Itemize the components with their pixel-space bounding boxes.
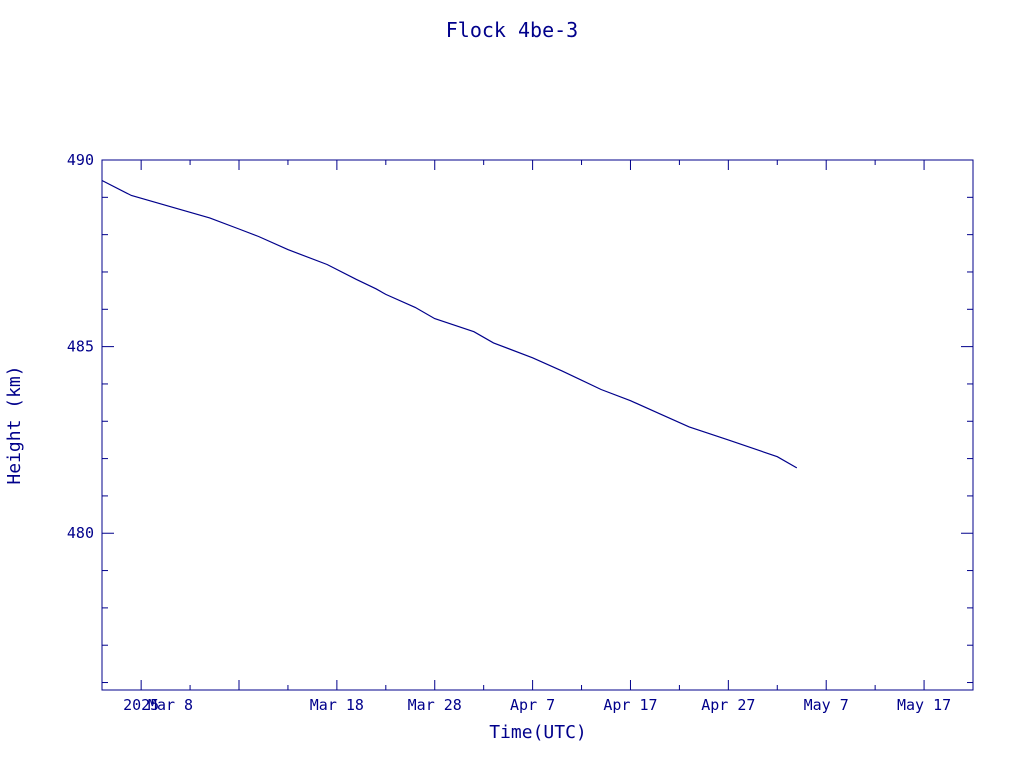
plot-frame: [101, 159, 974, 691]
x-tick-label: Apr 17: [603, 696, 657, 714]
x-tick-label: Apr 7: [510, 696, 555, 714]
y-tick-label: 490: [67, 151, 94, 169]
x-axis-label: Time(UTC): [489, 722, 587, 743]
x-tick-label: Mar 8: [148, 696, 193, 714]
height-series-line: [101, 179, 798, 469]
axis-ticks: [102, 159, 974, 690]
x-tick-label: May 17: [897, 696, 951, 714]
y-tick-label: 480: [67, 524, 94, 542]
y-axis-label: Height (km): [4, 365, 25, 484]
x-tick-label: Mar 28: [408, 696, 462, 714]
x-tick-label: Apr 27: [701, 696, 755, 714]
x-tick-label: Mar 18: [310, 696, 364, 714]
y-tick-label: 485: [67, 338, 94, 356]
chart-title: Flock 4be-3: [446, 18, 578, 42]
x-tick-label: May 7: [804, 696, 849, 714]
x-tick-label: 2025: [123, 696, 159, 714]
